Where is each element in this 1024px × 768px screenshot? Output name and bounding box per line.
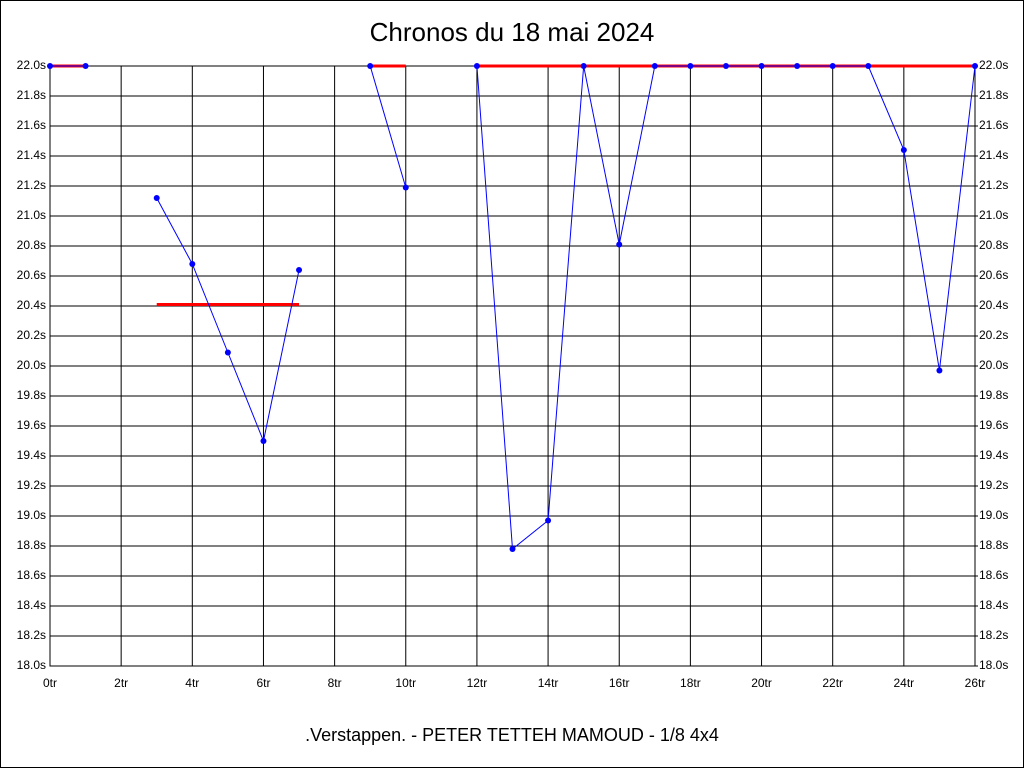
x-tick-label: 14tr: [538, 676, 559, 690]
y2-tick-label: 21.8s: [979, 88, 1008, 102]
data-point: [687, 63, 694, 69]
data-point: [402, 184, 409, 191]
x-tick-label: 12tr: [467, 676, 488, 690]
y-tick-label: 18.2s: [17, 628, 46, 642]
y2-tick-label: 21.4s: [979, 148, 1008, 162]
y-tick-label: 19.0s: [17, 508, 46, 522]
y2-tick-label: 18.0s: [979, 658, 1008, 672]
y-tick-label: 21.6s: [17, 118, 46, 132]
y2-tick-label: 21.2s: [979, 178, 1008, 192]
data-point: [651, 63, 658, 69]
y-tick-label: 19.8s: [17, 388, 46, 402]
y-tick-label: 18.6s: [17, 568, 46, 582]
y-tick-label: 20.4s: [17, 298, 46, 312]
data-point: [153, 195, 160, 201]
y2-tick-label: 19.0s: [979, 508, 1008, 522]
data-point: [972, 63, 978, 69]
data-point: [722, 63, 729, 69]
x-tick-label: 0tr: [43, 676, 57, 690]
x-tick-label: 8tr: [328, 676, 342, 690]
data-point: [616, 241, 623, 248]
y-tick-label: 19.6s: [17, 418, 46, 432]
y-tick-label: 21.2s: [17, 178, 46, 192]
data-point: [829, 63, 836, 69]
y-tick-label: 21.0s: [17, 208, 46, 222]
x-tick-label: 20tr: [751, 676, 772, 690]
y2-tick-label: 19.4s: [979, 448, 1008, 462]
x-tick-label: 24tr: [894, 676, 915, 690]
y2-tick-label: 21.0s: [979, 208, 1008, 222]
x-tick-label: 6tr: [256, 676, 270, 690]
y-tick-label: 21.8s: [17, 88, 46, 102]
data-point: [47, 63, 53, 69]
y-tick-label: 20.8s: [17, 238, 46, 252]
x-tick-label: 10tr: [395, 676, 416, 690]
y2-tick-label: 20.0s: [979, 358, 1008, 372]
data-point: [224, 349, 231, 356]
y2-tick-label: 20.2s: [979, 328, 1008, 342]
data-point: [260, 438, 267, 444]
x-tick-label: 16tr: [609, 676, 630, 690]
y-tick-label: 21.4s: [17, 148, 46, 162]
x-tick-label: 18tr: [680, 676, 701, 690]
y2-tick-label: 19.6s: [979, 418, 1008, 432]
x-tick-label: 4tr: [185, 676, 199, 690]
data-point: [473, 63, 480, 69]
data-point: [865, 63, 872, 69]
y-tick-label: 18.4s: [17, 598, 46, 612]
x-tick-label: 2tr: [114, 676, 128, 690]
chart-subtitle: .Verstappen. - PETER TETTEH MAMOUD - 1/8…: [305, 725, 719, 745]
data-point: [509, 546, 516, 552]
y-tick-label: 18.0s: [17, 658, 46, 672]
y2-tick-label: 18.4s: [979, 598, 1008, 612]
y2-tick-label: 20.4s: [979, 298, 1008, 312]
data-point: [580, 63, 587, 69]
y-tick-label: 22.0s: [17, 58, 46, 72]
x-tick-label: 22tr: [822, 676, 843, 690]
y-tick-label: 18.8s: [17, 538, 46, 552]
data-point: [900, 147, 907, 153]
y2-tick-label: 18.2s: [979, 628, 1008, 642]
data-point: [758, 63, 765, 69]
y-tick-label: 20.2s: [17, 328, 46, 342]
y2-tick-label: 20.8s: [979, 238, 1008, 252]
y2-tick-label: 22.0s: [979, 58, 1008, 72]
y-tick-label: 20.6s: [17, 268, 46, 282]
data-point: [296, 267, 303, 273]
y-tick-label: 20.0s: [17, 358, 46, 372]
data-point: [545, 517, 552, 524]
series-line: [369, 65, 407, 188]
y2-tick-label: 19.2s: [979, 478, 1008, 492]
y2-tick-label: 18.6s: [979, 568, 1008, 582]
data-point: [189, 261, 196, 267]
y-tick-label: 19.4s: [17, 448, 46, 462]
y2-tick-label: 20.6s: [979, 268, 1008, 282]
y2-tick-label: 18.8s: [979, 538, 1008, 552]
data-point: [794, 63, 801, 69]
data-point: [936, 367, 943, 374]
y-tick-label: 19.2s: [17, 478, 46, 492]
data-point: [82, 63, 89, 69]
y2-tick-label: 21.6s: [979, 118, 1008, 132]
y2-tick-label: 19.8s: [979, 388, 1008, 402]
chart-title: Chronos du 18 mai 2024: [370, 17, 655, 47]
data-point: [367, 63, 374, 69]
x-tick-label: 26tr: [965, 676, 986, 690]
